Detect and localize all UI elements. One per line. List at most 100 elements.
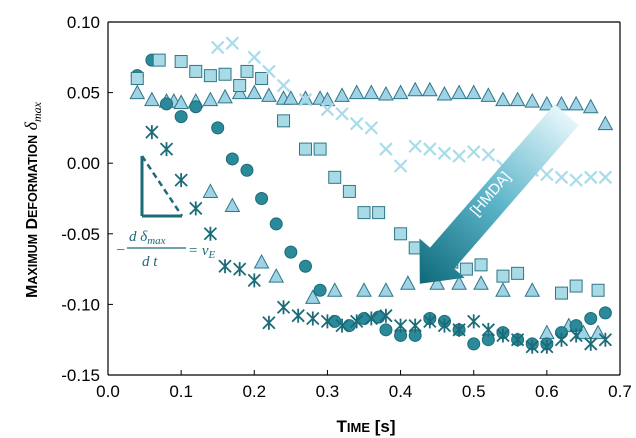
svg-text:MAXIMUM DEFORMATION δmax: MAXIMUM DEFORMATION δmax: [21, 101, 44, 298]
x-point: [583, 170, 598, 185]
y-tick-label: -0.05: [61, 225, 100, 244]
x-point: [276, 78, 291, 93]
square-point: [130, 71, 144, 85]
triangle-point: [268, 268, 285, 283]
asterisk-point: [569, 328, 583, 343]
triangle-point: [378, 282, 394, 297]
x-tick-label: 0.6: [535, 382, 559, 401]
triangle-point: [261, 87, 277, 102]
y-tick-label: 0.10: [67, 13, 100, 32]
triangle-point: [304, 289, 321, 304]
circle-point: [255, 192, 269, 205]
triangle-point: [473, 275, 489, 290]
square-point: [569, 279, 583, 293]
square-point: [328, 170, 342, 184]
x-point: [423, 142, 437, 156]
asterisk-point: [598, 332, 613, 347]
x-point: [262, 64, 276, 79]
square-point: [313, 142, 327, 156]
x-point: [247, 50, 262, 65]
x-point: [335, 107, 349, 121]
square-point: [394, 227, 408, 241]
circle-point: [269, 217, 283, 231]
x-point: [349, 116, 364, 131]
triangle-point: [326, 282, 343, 297]
x-point: [437, 146, 452, 161]
triangle-point: [246, 84, 263, 100]
circle-point: [379, 323, 393, 337]
x-tick-label: 0.5: [462, 382, 486, 401]
formula-numerator: d δmax: [129, 229, 166, 247]
triangle-point: [378, 85, 394, 101]
square-point: [203, 69, 217, 83]
circle-point: [328, 314, 342, 328]
triangle-point: [217, 88, 233, 104]
slope-triangle-hypotenuse: [140, 155, 184, 217]
x-point: [298, 92, 313, 107]
square-point: [357, 206, 371, 220]
asterisk-point: [262, 315, 276, 330]
triangle-point: [509, 91, 526, 107]
y-tick-label: 0.00: [67, 154, 100, 173]
asterisk-point: [554, 332, 569, 347]
data-points: [129, 36, 614, 354]
circle-point: [225, 152, 239, 166]
circle-point: [189, 100, 203, 114]
circle-point: [584, 312, 598, 326]
triangle-point: [144, 91, 160, 107]
triangle-point: [202, 91, 219, 107]
asterisk-point: [364, 311, 378, 326]
asterisk-point: [481, 322, 495, 337]
square-point: [342, 184, 356, 198]
x-point: [481, 147, 496, 162]
hmda-arrow-shape: [419, 104, 579, 284]
asterisk-point: [496, 328, 510, 343]
asterisk-point: [350, 314, 364, 329]
square-point: [277, 114, 291, 128]
x-tick-label: 0.2: [242, 382, 266, 401]
circle-point: [211, 121, 225, 135]
asterisk-point: [423, 314, 437, 329]
x-tick-label: 0.4: [389, 382, 413, 401]
triangle-point: [451, 275, 467, 290]
square-point: [189, 64, 203, 78]
triangle-point: [392, 84, 409, 100]
asterisk-point: [174, 173, 188, 188]
circle-point: [598, 306, 612, 320]
triangle-point: [597, 115, 614, 131]
series-asterisk: [145, 125, 613, 354]
triangle-point: [429, 275, 445, 290]
asterisk-point: [306, 311, 320, 326]
circle-point: [174, 110, 188, 124]
ticks: 0.0 0.1 0.2 0.3 0.4 0.5 0.6 0.7 0.10 0.05 0.00 -0.0…: [61, 13, 632, 401]
square-point: [152, 53, 166, 67]
circle-point: [313, 283, 327, 297]
formula-denominator: d t: [142, 254, 158, 270]
x-point: [598, 170, 613, 185]
square-point: [174, 55, 188, 69]
x-point: [210, 40, 225, 55]
asterisk-point: [525, 339, 539, 354]
x-point: [364, 121, 379, 135]
x-tick-label: 0.0: [96, 382, 120, 401]
triangle-point: [553, 95, 570, 111]
y-tick-label: -0.15: [61, 366, 100, 385]
asterisk-point: [379, 308, 393, 323]
asterisk-point: [233, 262, 247, 277]
formula-minus: −: [115, 242, 126, 259]
triangle-point: [283, 90, 299, 105]
asterisk-point: [393, 318, 408, 333]
y-axis-title: MAXIMUM DEFORMATION δmax: [21, 101, 44, 298]
triangle-point: [202, 183, 219, 198]
triangle-point: [348, 84, 365, 100]
triangle-point: [495, 91, 511, 107]
circle-point: [298, 259, 312, 273]
triangle-point: [539, 324, 555, 340]
triangle-point: [319, 91, 336, 107]
asterisk-point: [218, 259, 232, 274]
asterisk-point: [467, 314, 481, 329]
triangle-point: [363, 84, 380, 100]
triangle-point: [173, 94, 189, 109]
x-point: [408, 139, 422, 154]
